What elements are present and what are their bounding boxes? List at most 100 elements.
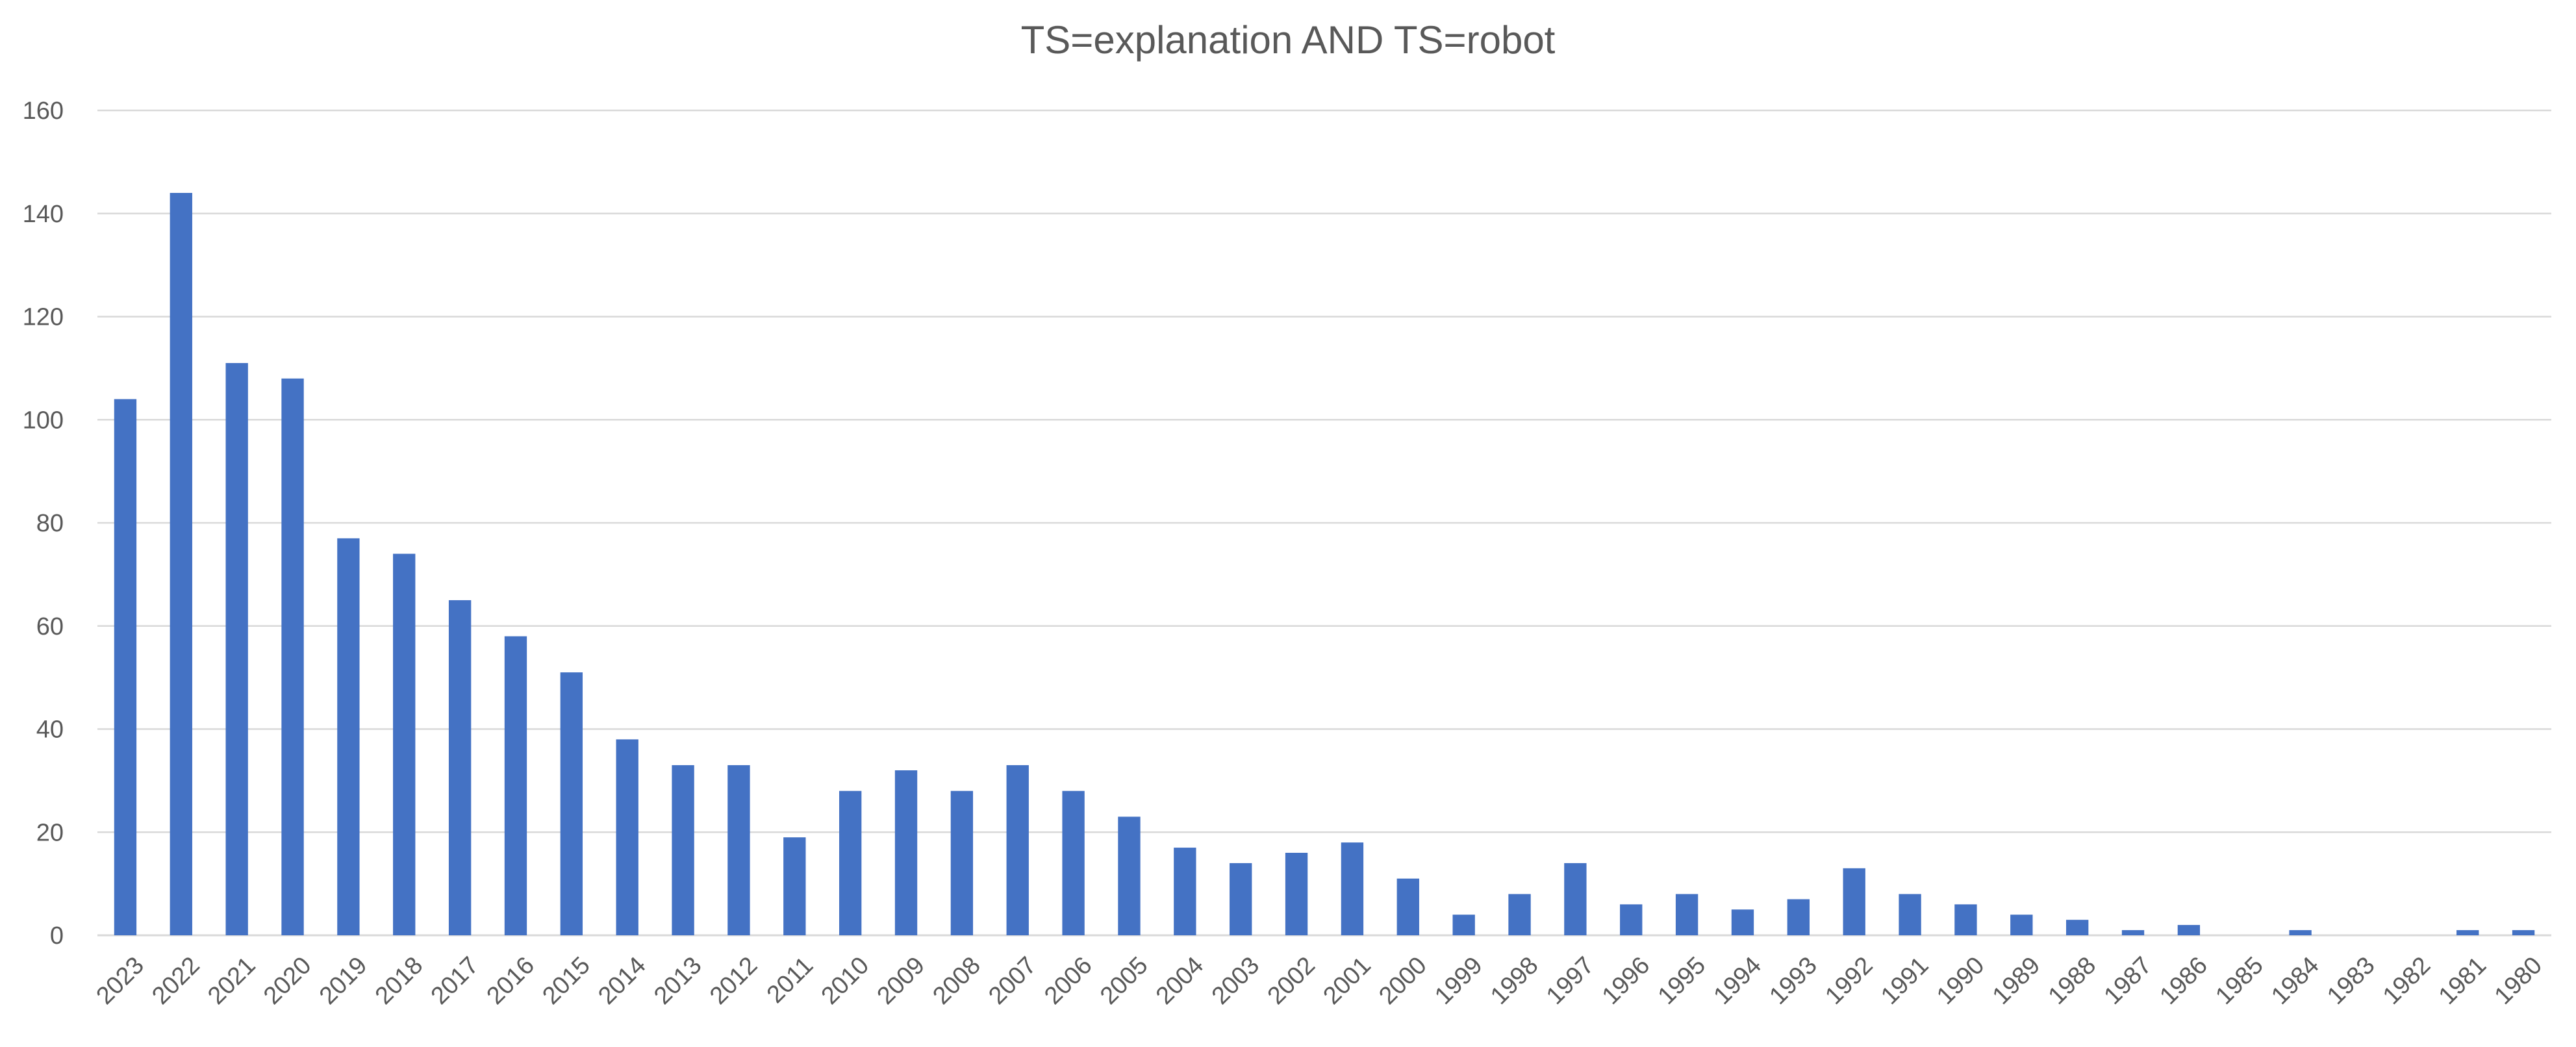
x-tick-label: 2019 [314,952,372,1009]
x-tick-label: 2023 [91,952,149,1009]
bar-1987 [2121,930,2145,935]
x-tick-label: 2009 [872,952,930,1009]
bar-2021 [225,362,248,935]
x-tick-label: 1985 [2210,952,2268,1009]
x-tick-label: 1994 [1709,952,1767,1009]
x-tick-label: 2020 [259,952,316,1009]
x-tick-label: 1993 [1764,952,1822,1009]
y-tick-label: 60 [36,613,64,640]
x-tick-label: 2015 [537,952,595,1009]
bar-2014 [616,739,638,935]
bar-2005 [1118,816,1141,935]
x-tick-label: 2004 [1151,952,1209,1009]
bar-2000 [1396,878,1419,935]
bar-1988 [2065,920,2089,935]
bar-1980 [2512,930,2535,935]
chart-title: TS=explanation AND TS=robot [1021,18,1556,62]
bar-2008 [950,790,974,935]
x-tick-label: 2021 [203,952,260,1009]
x-tick-label: 2011 [762,952,818,1008]
bar-2010 [839,790,862,935]
x-tick-label: 2013 [649,952,707,1009]
bar-2002 [1285,853,1308,935]
bar-2004 [1174,848,1196,935]
bar-2011 [783,837,806,935]
bar-1998 [1508,894,1531,935]
bar-1995 [1675,894,1698,935]
x-tick-label: 1996 [1597,952,1655,1009]
bar-2017 [448,600,472,935]
bar-2020 [281,378,304,935]
x-tick-label: 2003 [1207,952,1265,1009]
bar-1990 [1954,904,1977,935]
bar-1994 [1731,909,1754,935]
x-tick-label: 1989 [1988,952,2045,1009]
bar-2015 [560,672,583,935]
x-tick-label: 1999 [1430,952,1487,1009]
bar-2009 [894,770,918,935]
y-tick-label: 20 [36,819,64,846]
y-tick-label: 40 [36,716,64,744]
bar-1984 [2289,930,2312,935]
bar-2012 [727,765,750,935]
x-tick-label: 2000 [1374,952,1432,1009]
y-axis-tick-labels: 0 20 40 60 80 100 120 140 160 [23,97,64,950]
y-tick-label: 100 [23,407,64,434]
x-tick-label: 1986 [2154,952,2212,1009]
bar-2003 [1230,863,1252,935]
y-tick-label: 160 [23,97,64,125]
bar-2001 [1341,842,1364,935]
x-tick-label: 1995 [1653,952,1711,1009]
bar-2013 [672,765,694,935]
x-tick-label: 1988 [2043,952,2101,1009]
x-tick-label: 2010 [816,952,874,1009]
x-tick-label: 2002 [1263,952,1320,1009]
bar-2016 [504,636,527,935]
bar-1999 [1452,915,1475,935]
x-tick-label: 1984 [2266,952,2324,1009]
x-tick-label: 2022 [147,952,205,1009]
bar-2019 [337,538,360,935]
bar-1981 [2456,930,2479,935]
x-tick-label: 1981 [2434,952,2492,1009]
bar-1989 [2010,915,2033,935]
x-tick-label: 2008 [928,952,985,1009]
bar-2007 [1006,765,1029,935]
bar-1993 [1787,899,1810,935]
x-tick-label: 1982 [2378,952,2436,1009]
bar-2023 [114,399,137,935]
bar-1986 [2177,925,2201,935]
x-tick-label: 1983 [2322,952,2380,1009]
bar-1997 [1564,863,1587,935]
x-tick-label: 1987 [2099,952,2157,1009]
y-tick-label: 0 [50,922,64,950]
x-tick-label: 2007 [983,952,1041,1009]
bar-1991 [1899,894,1921,935]
x-tick-label: 1991 [1876,952,1934,1009]
x-tick-label: 1990 [1932,952,1989,1009]
x-tick-label: 1997 [1541,952,1599,1009]
x-tick-label: 2016 [482,952,540,1009]
x-tick-label: 2014 [593,952,651,1009]
x-tick-label: 2001 [1318,952,1376,1009]
bars [114,193,2535,935]
y-tick-label: 120 [23,304,64,331]
x-tick-label: 2005 [1095,952,1153,1009]
x-tick-label: 1980 [2490,952,2547,1009]
x-tick-label: 1992 [1820,952,1878,1009]
y-tick-label: 140 [23,201,64,228]
x-tick-label: 2006 [1039,952,1097,1009]
x-tick-label: 2018 [370,952,428,1009]
x-axis-tick-labels: 2023202220212020201920182017201620152014… [91,952,2547,1009]
x-tick-label: 2017 [426,952,484,1009]
bar-2018 [393,553,416,935]
bar-2022 [170,193,192,935]
x-tick-label: 2012 [705,952,763,1009]
bar-2006 [1062,790,1085,935]
bar-1996 [1620,904,1643,935]
bar-1992 [1843,868,1865,935]
x-tick-label: 1998 [1485,952,1543,1009]
y-tick-label: 80 [36,510,64,537]
